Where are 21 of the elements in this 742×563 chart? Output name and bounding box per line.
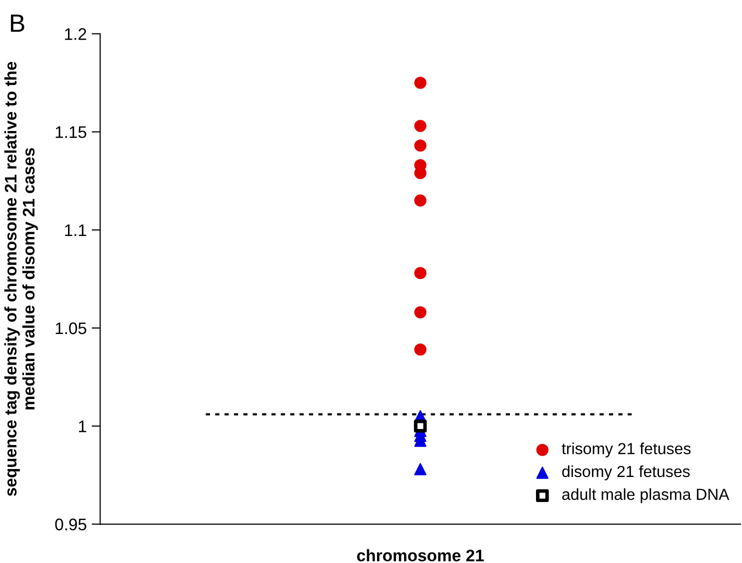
legend-label: adult male plasma DNA (562, 488, 730, 504)
legend-label: trisomy 21 fetuses (562, 442, 691, 458)
y-tick-label: 0.95 (55, 518, 86, 530)
chart-title: B (10, 14, 24, 32)
point (414, 194, 426, 207)
point (414, 306, 426, 318)
point (414, 344, 426, 356)
y-tick-label: 1.1 (65, 224, 86, 236)
point (414, 420, 427, 432)
y-tick-label: 1 (78, 420, 86, 432)
y-tick-label: 1.2 (65, 28, 86, 40)
point (414, 120, 426, 132)
y-tick-label: 1.05 (56, 322, 86, 334)
point (414, 76, 426, 89)
legend-label: disomy 21 fetuses (562, 465, 690, 480)
point (414, 463, 426, 476)
point (414, 140, 426, 152)
x-tick-label: chromosome 21 (357, 549, 484, 562)
y-axis-title: sequence tag density of chromosome 21 relative to the median value of disomy 21 cases (4, 62, 38, 496)
point (414, 267, 426, 280)
y-tick-label: 1.15 (56, 126, 86, 138)
